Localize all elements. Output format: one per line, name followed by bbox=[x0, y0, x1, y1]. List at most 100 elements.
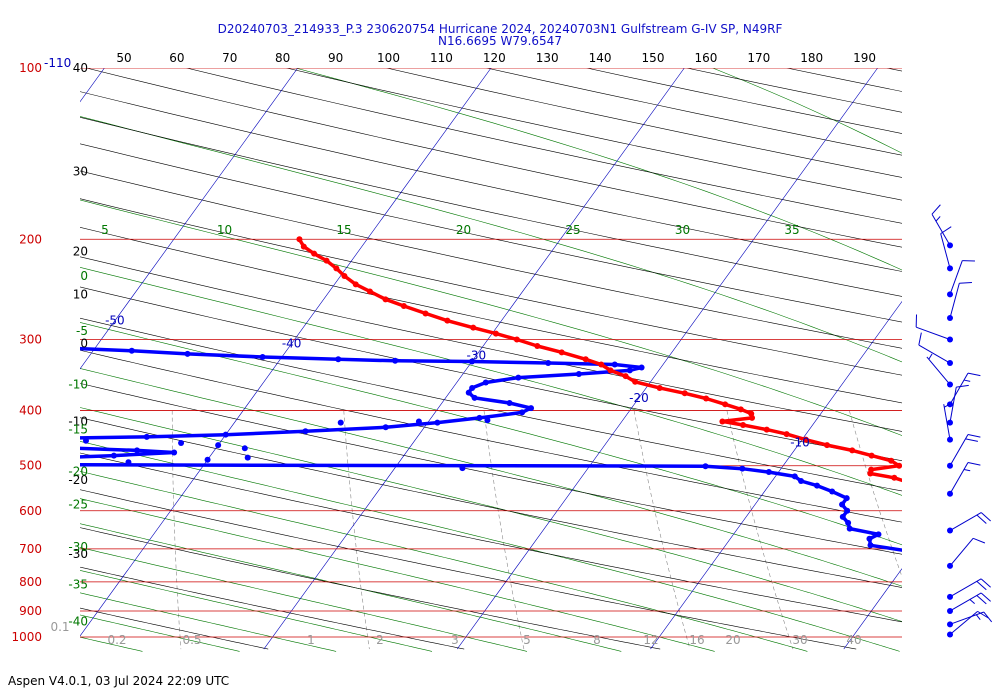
dewpoint-point bbox=[337, 419, 344, 426]
moist-adiabat-line bbox=[80, 116, 902, 363]
temperature-point bbox=[722, 401, 729, 408]
mixing-ratio-label: 12 bbox=[643, 633, 658, 647]
isotherm-line bbox=[843, 568, 902, 650]
temperature-line bbox=[297, 238, 902, 483]
chart-title-line2: N16.6695 W79.6547 bbox=[438, 34, 562, 48]
dewpoint-point bbox=[953, 566, 959, 572]
dewpoint-point bbox=[791, 473, 798, 480]
moist-adiabat-left-label: -10 bbox=[68, 378, 88, 392]
dewpoint-point bbox=[867, 542, 874, 549]
mixing-ratio-line bbox=[343, 410, 370, 650]
mixing-ratio-label: 20 bbox=[725, 633, 740, 647]
wind-barb bbox=[947, 384, 969, 426]
dewpoint-point bbox=[133, 447, 140, 454]
temperature-point bbox=[868, 452, 875, 459]
temperature-point bbox=[444, 317, 451, 324]
isotherm-line bbox=[650, 300, 902, 650]
moist-adiabat-line bbox=[80, 523, 622, 652]
pressure-label-300: 300 bbox=[19, 332, 42, 346]
dewpoint-point bbox=[839, 513, 846, 520]
dewpoint-point bbox=[739, 465, 746, 472]
dewpoint-point bbox=[10, 459, 16, 465]
dewpoint-point bbox=[482, 379, 489, 386]
dewpoint-point bbox=[302, 428, 309, 435]
dry-adiabat-line bbox=[80, 349, 902, 523]
dewpoint-point bbox=[519, 409, 526, 416]
moist-adiabat-line bbox=[80, 322, 902, 546]
dry-adiabat-line bbox=[80, 489, 857, 650]
dewpoint-point bbox=[989, 601, 995, 607]
dewpoint-trace bbox=[10, 345, 995, 607]
moist-adiabat-line bbox=[80, 199, 902, 436]
mixing-ratio-label: 0.5 bbox=[182, 633, 201, 647]
temperature-point bbox=[422, 310, 429, 317]
dry-adiabat-line bbox=[987, 68, 1000, 649]
temperature-point bbox=[382, 296, 389, 303]
temperature-point bbox=[323, 257, 330, 264]
pressure-label-700: 700 bbox=[19, 542, 42, 556]
wind-barb bbox=[947, 462, 981, 497]
moist-adiabat-line bbox=[80, 368, 902, 587]
temperature-trace bbox=[296, 236, 942, 499]
wind-barb bbox=[943, 403, 953, 443]
theta-top-label: 100 bbox=[377, 51, 400, 65]
dewpoint-point bbox=[765, 469, 772, 476]
wind-barb bbox=[918, 332, 953, 367]
moist-adiabat-line bbox=[80, 470, 808, 652]
dewpoint-point bbox=[128, 347, 135, 354]
wind-barb bbox=[947, 372, 981, 408]
temperature-point bbox=[470, 324, 477, 331]
dewpoint-point bbox=[465, 389, 472, 396]
moist-adiabat-left-label: -15 bbox=[68, 423, 88, 437]
dry-adiabat-line bbox=[80, 143, 902, 323]
moist-adiabat-top-label: 35 bbox=[784, 223, 799, 237]
wind-barb bbox=[926, 353, 953, 388]
mixing-ratio-line bbox=[171, 410, 182, 650]
dewpoint-point bbox=[184, 350, 191, 357]
wind-barb bbox=[940, 226, 953, 272]
dewpoint-point bbox=[468, 358, 475, 365]
temperature-point bbox=[936, 493, 942, 499]
theta-top-label: 190 bbox=[853, 51, 876, 65]
temperature-point bbox=[737, 406, 744, 413]
dry-adiabat-line bbox=[80, 317, 902, 492]
theta-top-label: 70 bbox=[222, 51, 237, 65]
moist-adiabat-top-label: 5 bbox=[101, 223, 109, 237]
theta-top-label: 50 bbox=[116, 51, 131, 65]
temperature-point bbox=[632, 378, 639, 385]
temperature-point bbox=[888, 457, 895, 464]
dewpoint-point bbox=[143, 433, 150, 440]
theta-left-label: 20 bbox=[73, 244, 88, 258]
dry-adiabat-line bbox=[86, 68, 902, 248]
theta-left-label: -10 bbox=[68, 414, 88, 428]
temperature-point bbox=[763, 426, 770, 433]
mixing-ratio-label: 40 bbox=[846, 633, 861, 647]
temperature-point bbox=[891, 474, 898, 481]
dewpoint-point bbox=[638, 364, 645, 371]
pressure-label-100: 100 bbox=[19, 61, 42, 75]
chart-title-line1: D20240703_214933_P.3 230620754 Hurricane… bbox=[218, 22, 783, 36]
mixing-ratio-line bbox=[48, 411, 52, 649]
temperature-point bbox=[749, 414, 756, 421]
pressure-label-top-temp: -110 bbox=[44, 56, 71, 70]
temperature-point bbox=[582, 356, 589, 363]
dewpoint-point bbox=[829, 488, 836, 495]
dewpoint-point bbox=[54, 345, 60, 351]
dewpoint-point bbox=[844, 507, 851, 514]
moist-adiabat-line bbox=[80, 614, 240, 652]
theta-top-label: 170 bbox=[747, 51, 770, 65]
dewpoint-point bbox=[222, 431, 229, 438]
dry-adiabat-line bbox=[80, 417, 902, 588]
temperature-point bbox=[924, 489, 930, 495]
dewpoint-point bbox=[839, 501, 846, 508]
moist-adiabat-left-label: 0 bbox=[80, 269, 88, 283]
dry-adiabat-line bbox=[80, 170, 902, 349]
dewpoint-point bbox=[110, 452, 117, 459]
isotherm-label: -30 bbox=[467, 348, 487, 362]
dewpoint-point bbox=[125, 459, 132, 466]
footer-version: Aspen V4.0.1, 03 Jul 2024 22:09 UTC bbox=[8, 674, 230, 688]
dewpoint-point bbox=[178, 439, 185, 446]
theta-left-label: -30 bbox=[68, 547, 88, 561]
isotherm-line bbox=[456, 68, 878, 650]
isotherm-line bbox=[263, 68, 685, 650]
